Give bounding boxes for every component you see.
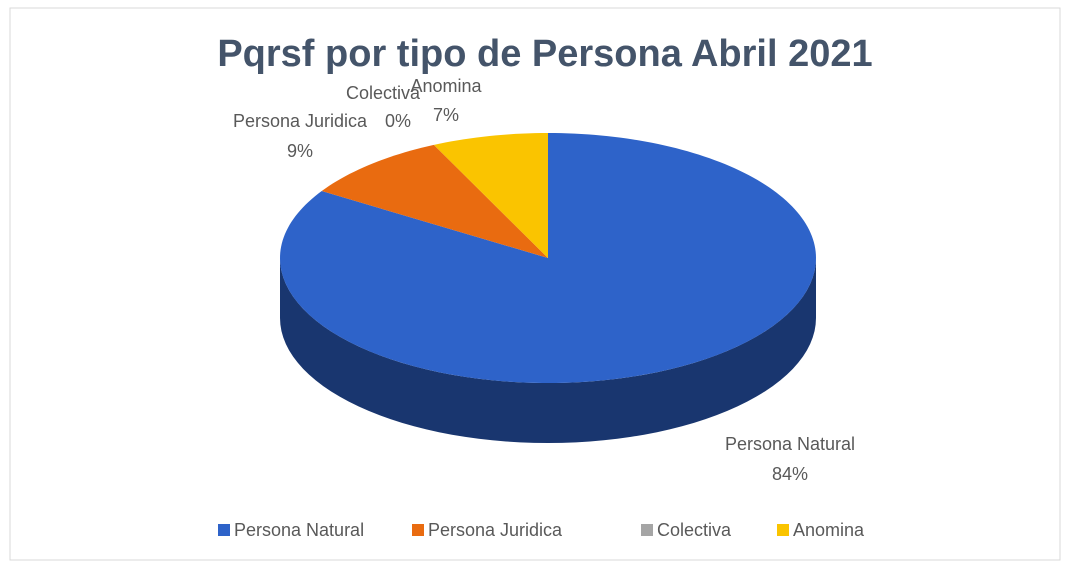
data-label-value: 84% (772, 464, 808, 484)
pie-slice (433, 133, 548, 258)
pie-slice (280, 133, 816, 383)
legend-label: Persona Juridica (428, 520, 563, 540)
data-label-value: 7% (433, 105, 459, 125)
legend-swatch (218, 524, 230, 536)
legend-label: Persona Natural (234, 520, 364, 540)
data-label-value: 0% (385, 111, 411, 131)
data-label-name: Colectiva (346, 83, 421, 103)
data-label-name: Persona Juridica (233, 111, 368, 131)
legend-label: Colectiva (657, 520, 732, 540)
pie-slice-side (280, 258, 816, 443)
legend-label: Anomina (793, 520, 865, 540)
chart-frame (9, 7, 1061, 561)
legend-swatch (777, 524, 789, 536)
legend-swatch (412, 524, 424, 536)
data-label-name: Persona Natural (725, 434, 855, 454)
data-label-value: 9% (287, 141, 313, 161)
chart-title: Pqrsf por tipo de Persona Abril 2021 (217, 33, 872, 75)
pie-slice (321, 144, 548, 258)
legend-swatch (641, 524, 653, 536)
data-label-name: Anomina (410, 76, 482, 96)
